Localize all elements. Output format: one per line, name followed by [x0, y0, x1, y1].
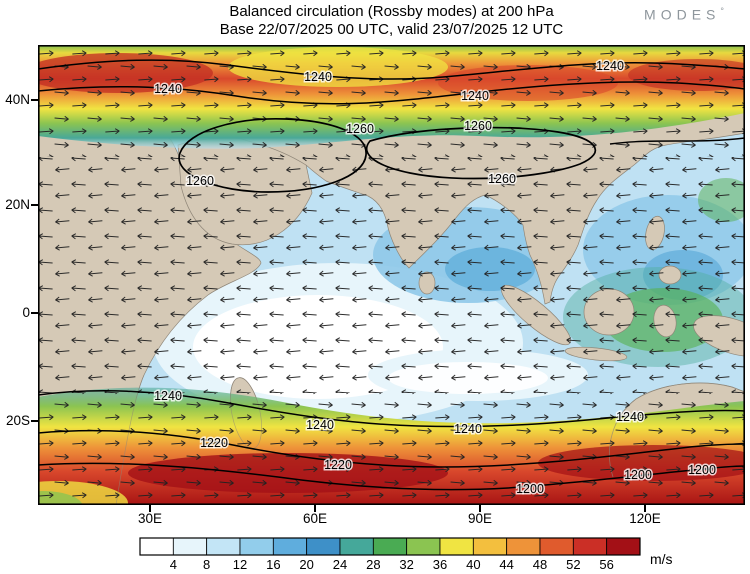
contour-label-1240: 1240	[304, 70, 332, 84]
contour-label-1220: 1220	[324, 458, 352, 472]
modes-logo: MODES°	[644, 6, 724, 23]
colorbar-tick-label: 40	[466, 557, 480, 572]
logo-degree-mark: °	[720, 6, 724, 16]
x-tick-120e	[644, 505, 646, 512]
y-tick-label-20s: 20S	[5, 413, 30, 428]
contour-label-1260: 1260	[488, 172, 516, 186]
x-tick-60e	[314, 505, 316, 512]
wind-vectors-south-eastward	[38, 393, 745, 505]
page-title: Balanced circulation (Rossby modes) at 2…	[229, 3, 554, 20]
contour-label-1220: 1220	[200, 436, 228, 450]
x-tick-30e	[149, 505, 151, 512]
plot-frame	[38, 45, 745, 505]
colorbar-cell	[472, 537, 508, 556]
contour-label-1240: 1240	[454, 422, 482, 436]
contour-label-1240: 1240	[154, 82, 182, 96]
x-tick-label-90e: 90E	[467, 511, 493, 526]
contour-1220-south	[38, 429, 745, 468]
y-tick-label-20n: 20N	[5, 197, 30, 212]
contour-label-1200: 1200	[688, 463, 716, 477]
y-tick-20s	[31, 420, 38, 422]
colorbar-tick-labels: 4 8 12 16 20 24 28 32 36 40 44 48 52 56	[170, 557, 614, 572]
contour-label-1200: 1200	[624, 468, 652, 482]
contour-label-1200: 1200	[516, 482, 544, 496]
colorbar-tick-label: 16	[266, 557, 280, 572]
contour-1240-south	[38, 390, 745, 428]
wind-vectors-layer	[38, 45, 745, 505]
colorbar: 4 8 12 16 20 24 28 32 36 40 44 48 52 56 …	[139, 537, 673, 572]
colorbar-cell	[139, 537, 174, 556]
colorbar-cell	[572, 537, 608, 556]
contour-label-layer: 1240 1240 1240 1240 1260 1260 1260 1260 …	[153, 58, 718, 498]
colorbar-cell	[206, 537, 241, 556]
map-plot-svg: 1240 1240 1240 1240 1260 1260 1260 1260 …	[38, 45, 745, 505]
map-plot-area: 1240 1240 1240 1240 1260 1260 1260 1260 …	[38, 45, 745, 505]
contour-label-1260: 1260	[346, 122, 374, 136]
contour-label-1260: 1260	[186, 174, 214, 188]
wind-vectors-tropics-westward	[38, 157, 745, 393]
contour-1260-loop-east	[365, 126, 597, 180]
y-tick-20n	[31, 204, 38, 206]
contour-lines	[38, 59, 745, 491]
colorbar-border	[139, 537, 641, 556]
colorbar-unit-label: m/s	[650, 551, 673, 567]
y-tick-label-0: 0	[22, 305, 30, 320]
colorbar-cell	[239, 537, 274, 556]
contour-1260-open-east	[609, 137, 745, 145]
modes-logo-text: MODES	[644, 6, 721, 23]
contour-label-1240: 1240	[596, 59, 624, 73]
colorbar-cell	[306, 537, 341, 556]
colorbar-tick-label: 52	[566, 557, 580, 572]
colorbar-cell	[506, 537, 541, 556]
y-tick-label-40n: 40N	[5, 92, 30, 107]
contour-1240-north-b	[38, 81, 745, 105]
contour-1200-south	[38, 462, 745, 491]
x-tick-label-120e: 120E	[629, 511, 661, 526]
colorbar-tick-label: 20	[299, 557, 313, 572]
colorbar-tick-label: 4	[170, 557, 177, 572]
colorbar-tick-label: 48	[533, 557, 547, 572]
colorbar-cell	[439, 537, 474, 556]
x-tick-label-60e: 60E	[302, 511, 328, 526]
contour-label-1240: 1240	[461, 89, 489, 103]
contour-label-1240: 1240	[306, 418, 334, 432]
colorbar-cells	[139, 537, 641, 556]
colorbar-cell	[539, 537, 574, 556]
page-subtitle: Base 22/07/2025 00 UTC, valid 23/07/2025…	[219, 21, 564, 38]
x-tick-90e	[479, 505, 481, 512]
colorbar-cell	[372, 537, 408, 556]
colorbar-cell	[272, 537, 308, 556]
colorbar-cell	[606, 537, 641, 556]
colorbar-tick-label: 24	[333, 557, 347, 572]
colorbar-tick-label: 36	[433, 557, 447, 572]
contour-label-1260: 1260	[464, 119, 492, 133]
colorbar-tick-label: 56	[599, 557, 613, 572]
contour-label-1240: 1240	[616, 410, 644, 424]
contour-1240-north-a	[38, 59, 745, 80]
colorbar-cell	[406, 537, 441, 556]
colorbar-cell	[339, 537, 374, 556]
colorbar-cell	[172, 537, 208, 556]
colorbar-tick-label: 12	[233, 557, 247, 572]
y-tick-40n	[31, 99, 38, 101]
contour-label-1240: 1240	[154, 389, 182, 403]
colorbar-tick-label: 32	[399, 557, 413, 572]
x-tick-label-30e: 30E	[137, 511, 163, 526]
colorbar-tick-label: 44	[499, 557, 513, 572]
colorbar-tick-label: 8	[203, 557, 210, 572]
contour-1260-loop-west	[178, 117, 367, 193]
colorbar-tick-label: 28	[366, 557, 380, 572]
y-tick-0	[31, 312, 38, 314]
